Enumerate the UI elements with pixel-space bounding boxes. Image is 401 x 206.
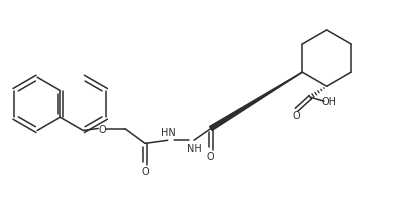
Text: NH: NH bbox=[187, 143, 202, 153]
Text: O: O bbox=[292, 111, 300, 121]
Text: O: O bbox=[98, 124, 106, 134]
Polygon shape bbox=[210, 73, 302, 131]
Text: OH: OH bbox=[322, 97, 336, 107]
Text: HN: HN bbox=[161, 128, 176, 137]
Text: O: O bbox=[141, 166, 149, 176]
Text: O: O bbox=[207, 151, 215, 161]
